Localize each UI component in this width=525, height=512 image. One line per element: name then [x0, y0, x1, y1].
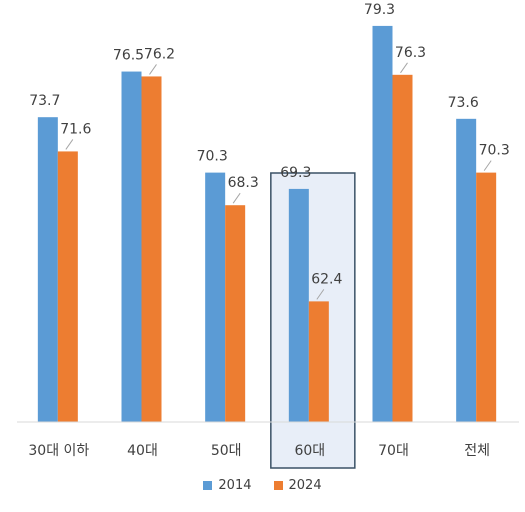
legend-swatch-2014 [203, 481, 213, 490]
bar-2024-2 [225, 205, 246, 422]
leader-line-5 [483, 160, 492, 171]
bar-2014-4 [372, 25, 393, 422]
x-tick-label-1: 40대 [127, 443, 158, 459]
value-label-2014-2: 70.3 [197, 149, 228, 165]
value-label-2024-4: 76.3 [395, 45, 426, 61]
bar-2024-0 [57, 151, 78, 423]
x-tick-label-3: 60대 [294, 443, 325, 459]
bar-2014-0 [37, 117, 58, 422]
legend-label-2024: 2024 [288, 478, 322, 493]
bar-2024-5 [476, 172, 497, 422]
value-label-2024-2: 68.3 [228, 175, 259, 191]
leader-line-4 [400, 62, 408, 74]
legend-swatch-2024 [273, 481, 283, 490]
leader-line-0 [65, 139, 74, 150]
bar-2014-3 [288, 188, 309, 422]
leader-line-1 [149, 64, 157, 75]
value-label-2014-0: 73.7 [29, 93, 60, 109]
x-tick-label-2: 50대 [211, 443, 242, 459]
leader-line-2 [232, 192, 241, 204]
bar-2014-2 [205, 172, 226, 422]
leader-line-3 [316, 289, 325, 300]
legend-label-2014: 2014 [218, 478, 252, 493]
bar-2024-1 [141, 76, 162, 422]
x-tick-label-5: 전체 [464, 443, 490, 459]
value-label-2024-3: 62.4 [311, 271, 342, 287]
bar-2014-1 [121, 71, 142, 423]
bar-2024-4 [392, 74, 413, 422]
legend-item-2024: 2024 [273, 478, 322, 493]
value-label-2014-3: 69.3 [280, 165, 311, 181]
value-label-2024-1: 76.2 [144, 46, 175, 62]
value-label-2024-0: 71.6 [60, 121, 91, 137]
value-label-2014-4: 79.3 [364, 2, 395, 18]
bar-2014-5 [456, 118, 477, 422]
legend-item-2014: 2014 [203, 478, 252, 493]
legend: 2014 2024 [0, 478, 525, 493]
value-label-2014-5: 73.6 [448, 95, 479, 111]
bar-2024-3 [308, 301, 329, 422]
value-label-2014-1: 76.5 [113, 48, 144, 64]
value-label-2024-5: 70.3 [479, 143, 510, 159]
x-tick-label-4: 70대 [378, 443, 409, 459]
x-tick-label-0: 30대 이하 [28, 443, 89, 459]
